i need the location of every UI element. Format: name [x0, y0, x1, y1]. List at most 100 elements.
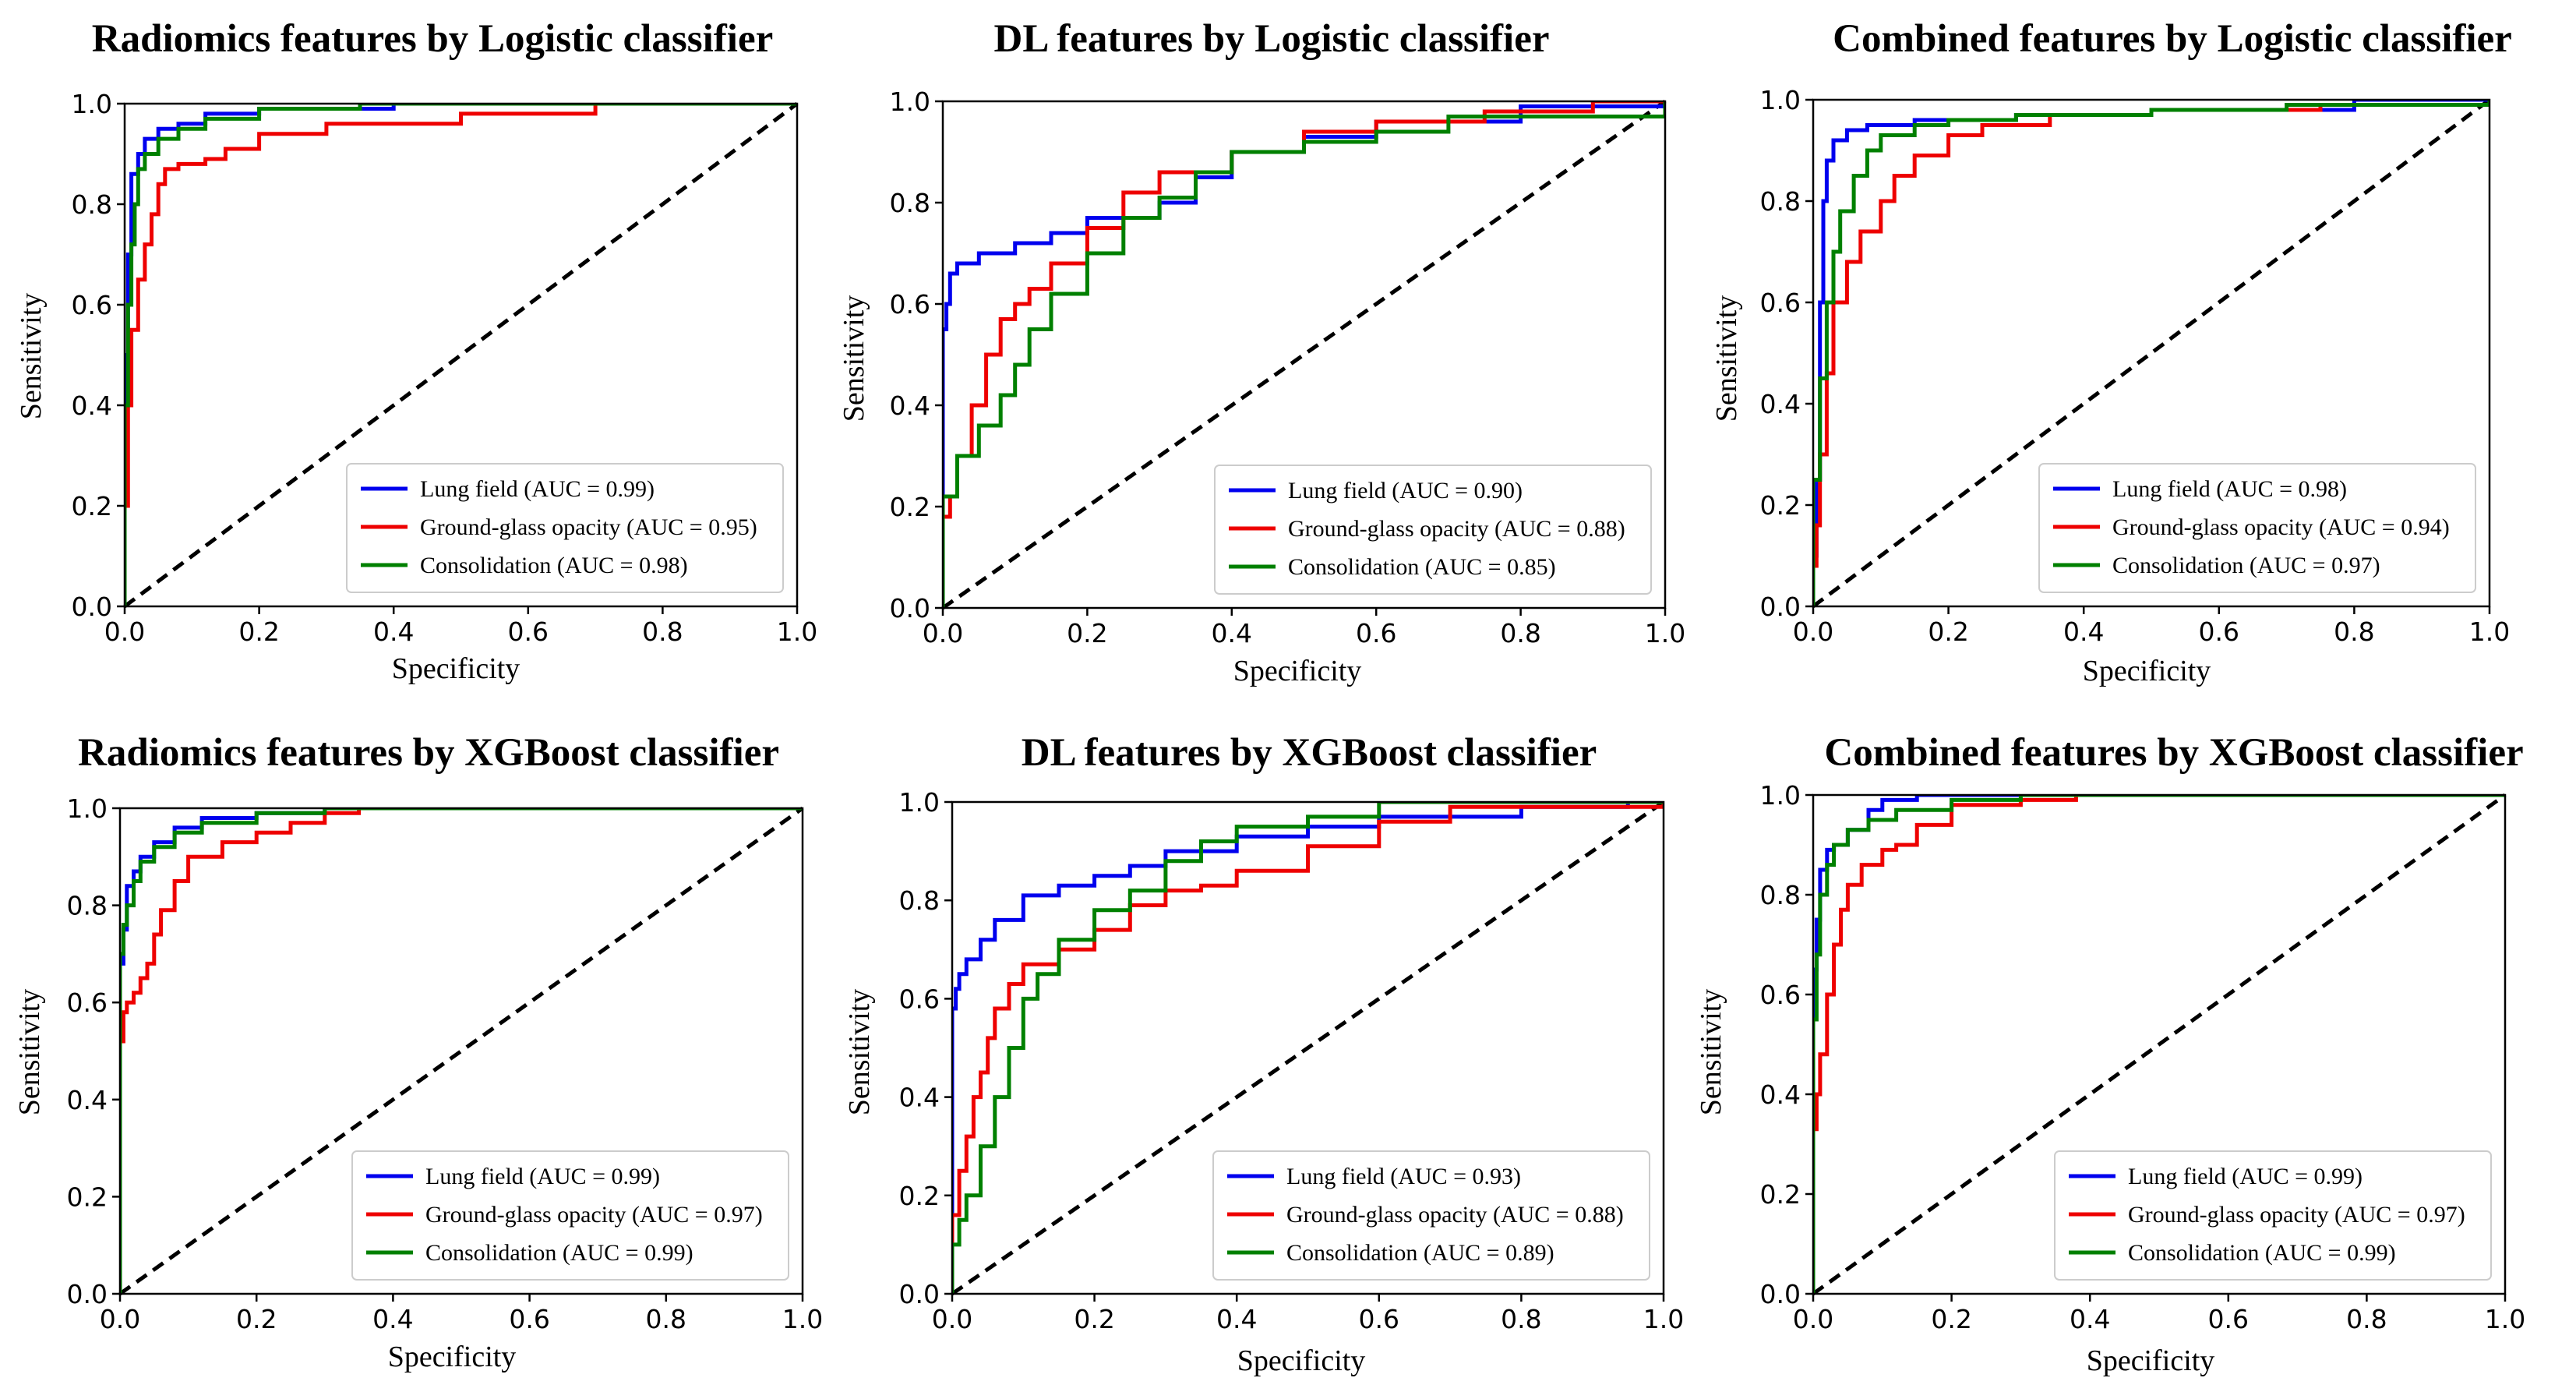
x-axis-label: Specificity	[1237, 1344, 1366, 1377]
legend-entry: Lung field (AUC = 0.99)	[2128, 1164, 2363, 1189]
legend: Lung field (AUC = 0.93) Ground-glass opac…	[1212, 1150, 1650, 1281]
y-tick-label: 0.8	[899, 885, 940, 916]
legend: Lung field (AUC = 0.99) Ground-glass opac…	[2054, 1150, 2492, 1281]
legend: Lung field (AUC = 0.99) Ground-glass opac…	[346, 463, 784, 593]
x-tick-label: 1.0	[777, 617, 817, 647]
roc-curve-series-3	[943, 101, 1665, 608]
plot-frame	[1812, 98, 2491, 608]
roc-curve-series-3	[1813, 795, 2505, 1294]
y-tick-label: 0.4	[1760, 389, 1801, 419]
y-tick-label: 0.2	[899, 1181, 940, 1211]
y-tick-label: 0.8	[1760, 880, 1801, 910]
x-tick-label: 0.8	[646, 1304, 686, 1334]
x-tick-label: 0.0	[1793, 617, 1833, 647]
x-axis-label: Specificity	[2083, 655, 2211, 687]
y-tick-label: 0.2	[1760, 490, 1801, 521]
y-tick-label: 0.8	[67, 891, 108, 921]
x-tick-label: 0.6	[2199, 617, 2239, 647]
chance-diagonal-line	[123, 101, 799, 609]
y-tick-label: 0.4	[72, 390, 112, 421]
y-axis-label: Sensitivity	[13, 989, 46, 1116]
x-tick-label: 0.2	[1067, 618, 1107, 648]
y-tick-label: 0.0	[899, 1279, 940, 1309]
y-tick-label: 0.8	[1760, 186, 1801, 217]
roc-panel-5: DL features by XGBoost classifier 0.0 0.2 0…	[843, 731, 1684, 1377]
y-tick-label: 0.6	[899, 984, 940, 1014]
chance-diagonal-line	[118, 806, 804, 1296]
x-tick-label: 0.6	[2208, 1304, 2249, 1334]
roc-panel-1: Radiomics features by Logistic classifie…	[15, 17, 817, 685]
roc-panel-4: Radiomics features by XGBoost classifier…	[13, 731, 823, 1373]
roc-curve-series-3	[952, 802, 1664, 1294]
y-axis-label: Sensitivity	[843, 989, 876, 1116]
y-tick-label: 1.0	[1760, 85, 1801, 115]
x-tick-label: 0.4	[1216, 1304, 1257, 1334]
y-tick-label: 0.6	[1760, 288, 1801, 318]
x-tick-label: 0.2	[238, 617, 279, 647]
y-tick-label: 1.0	[899, 787, 940, 818]
y-tick-label: 1.0	[67, 793, 108, 824]
x-tick-label: 0.8	[1500, 618, 1540, 648]
x-tick-label: 0.4	[2070, 1304, 2110, 1334]
x-tick-label: 0.6	[1356, 618, 1396, 648]
legend-entry: Lung field (AUC = 0.99)	[425, 1164, 660, 1189]
y-axis-label: Sensitivity	[15, 293, 48, 420]
x-tick-label: 1.0	[1643, 1304, 1684, 1334]
x-tick-label: 0.4	[2063, 617, 2104, 647]
roc-curve-series-2	[125, 104, 797, 606]
roc-curve-series-3	[125, 104, 797, 606]
legend-entry: Lung field (AUC = 0.99)	[420, 476, 655, 502]
chance-diagonal-line	[951, 800, 1665, 1296]
legend-entry: Ground-glass opacity (AUC = 0.95)	[420, 514, 757, 540]
y-tick-label: 1.0	[890, 87, 930, 117]
y-tick-label: 0.2	[67, 1182, 108, 1212]
legend-box	[2038, 463, 2476, 593]
roc-curve-series-2	[120, 808, 803, 1294]
y-tick-label: 0.4	[899, 1083, 940, 1113]
y-tick-label: 0.6	[1760, 980, 1801, 1010]
legend-entry: Ground-glass opacity (AUC = 0.97)	[2128, 1202, 2465, 1228]
panel-title: Combined features by Logistic classifier	[1833, 17, 2512, 61]
panel-title: DL features by XGBoost classifier	[1022, 731, 1597, 775]
x-tick-label: 0.2	[1928, 617, 1968, 647]
legend-entry: Ground-glass opacity (AUC = 0.97)	[425, 1202, 763, 1228]
x-tick-label: 1.0	[2469, 617, 2510, 647]
legend-entry: Consolidation (AUC = 0.97)	[2112, 553, 2380, 578]
plot-frame	[941, 100, 1667, 609]
x-tick-label: 0.6	[1359, 1304, 1399, 1334]
legend-entry: Consolidation (AUC = 0.98)	[420, 553, 688, 578]
y-tick-label: 1.0	[1760, 780, 1801, 811]
chance-diagonal-line	[941, 99, 1667, 610]
plot-frame	[118, 807, 804, 1295]
y-tick-label: 0.8	[890, 188, 930, 218]
roc-panel-3: Combined features by Logistic classifier…	[1710, 17, 2512, 687]
panel-title: DL features by Logistic classifier	[994, 17, 1550, 61]
y-tick-label: 0.6	[890, 289, 930, 320]
roc-panel-6: Combined features by XGBoost classifier 0…	[1695, 731, 2525, 1377]
x-tick-label: 0.0	[1793, 1304, 1833, 1334]
legend-entry: Consolidation (AUC = 0.89)	[1286, 1240, 1554, 1266]
x-tick-label: 0.6	[509, 1304, 549, 1334]
y-tick-label: 0.0	[72, 592, 112, 622]
roc-curve-series-2	[1813, 795, 2505, 1294]
y-tick-label: 0.4	[890, 390, 930, 421]
y-tick-label: 0.4	[67, 1085, 108, 1115]
legend: Lung field (AUC = 0.98) Ground-glass opac…	[2038, 463, 2476, 593]
legend-box	[2054, 1150, 2492, 1281]
y-tick-label: 0.6	[72, 290, 112, 320]
roc-panel-2: DL features by Logistic classifier 0.0 0.2…	[838, 17, 1685, 687]
legend-entry: Lung field (AUC = 0.93)	[1286, 1164, 1521, 1189]
x-axis-label: Specificity	[392, 652, 520, 685]
x-tick-label: 0.8	[2334, 617, 2374, 647]
y-tick-label: 0.8	[72, 189, 112, 220]
y-tick-label: 0.2	[72, 491, 112, 521]
x-tick-label: 0.4	[372, 1304, 413, 1334]
legend-entry: Lung field (AUC = 0.90)	[1288, 478, 1523, 503]
panel-title: Combined features by XGBoost classifier	[1824, 731, 2523, 775]
plot-frame	[951, 800, 1665, 1295]
chance-diagonal-line	[1812, 793, 2507, 1296]
plot-frame	[1812, 793, 2507, 1295]
x-tick-label: 0.4	[373, 617, 414, 647]
x-tick-label: 1.0	[1645, 618, 1685, 648]
panel-title: Radiomics features by XGBoost classifier	[78, 731, 779, 775]
